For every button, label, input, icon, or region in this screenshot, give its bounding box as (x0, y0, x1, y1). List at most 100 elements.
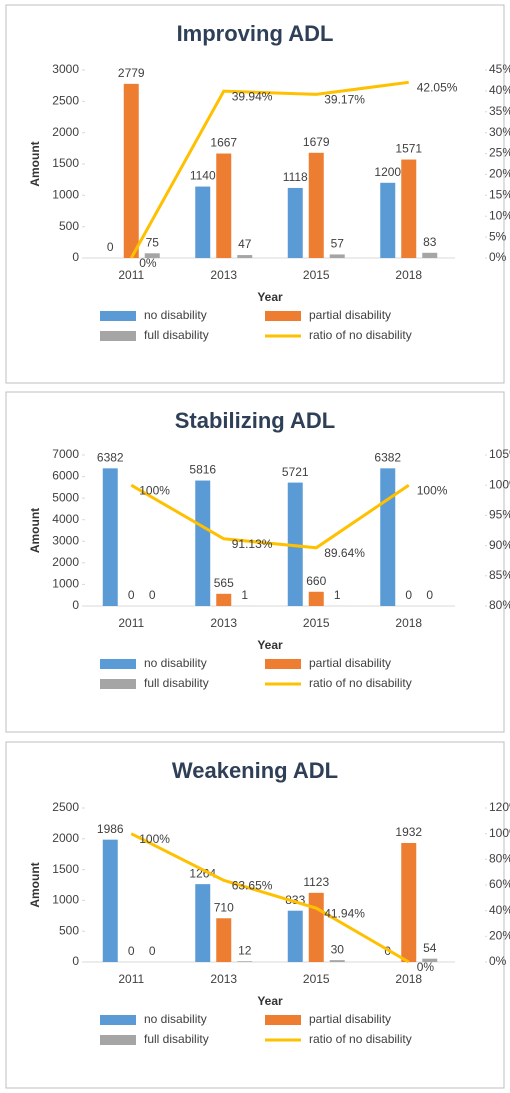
data-label: 30 (331, 942, 345, 956)
bar (380, 182, 396, 258)
data-label: 1 (334, 588, 341, 602)
y2-tick-label: 95% (489, 508, 510, 522)
x-tick-label: 2011 (118, 616, 144, 630)
data-label: 0 (107, 240, 114, 254)
legend-label: no disability (144, 1012, 207, 1026)
data-label: 0 (128, 588, 135, 602)
bar (401, 159, 417, 258)
line-label: 100% (139, 832, 170, 846)
data-label: 0 (149, 588, 156, 602)
data-label: 1667 (210, 136, 237, 150)
legend-label: full disability (144, 1032, 209, 1046)
data-label: 660 (306, 574, 326, 588)
y-tick-label: 2000 (52, 555, 79, 569)
y2-tick-label: 0% (489, 250, 507, 264)
y-tick-label: 3000 (52, 533, 79, 547)
y-tick-label: 500 (59, 219, 79, 233)
x-tick-label: 2018 (395, 972, 422, 986)
y-tick-label: 1000 (52, 893, 79, 907)
y-axis-label: Amount (28, 862, 42, 907)
line-label: 0% (139, 256, 157, 270)
x-tick-label: 2018 (395, 268, 422, 282)
data-label: 5721 (282, 465, 309, 479)
bar (195, 884, 211, 962)
y-tick-label: 4000 (52, 512, 79, 526)
bar (102, 839, 118, 962)
ratio-line (130, 483, 410, 550)
legend-label: partial disability (309, 656, 391, 670)
bar (144, 253, 160, 258)
data-label: 710 (214, 900, 234, 914)
y2-tick-label: 100% (489, 826, 510, 840)
data-label: 1264 (189, 866, 216, 880)
line-label: 39.94% (232, 89, 273, 103)
bar (308, 591, 324, 606)
y-tick-label: 0 (72, 598, 79, 612)
data-label: 1986 (97, 822, 124, 836)
y2-tick-label: 5% (489, 229, 507, 243)
bar (422, 958, 438, 962)
legend-swatch (100, 679, 136, 689)
data-label: 1 (241, 588, 248, 602)
legend-label: partial disability (309, 308, 391, 322)
bar (195, 186, 211, 258)
bar (308, 892, 324, 962)
bar (237, 255, 253, 258)
bar (216, 153, 232, 258)
line-label: 63.65% (232, 878, 273, 892)
bar (216, 918, 232, 962)
ratio-line (129, 80, 409, 259)
legend-swatch (100, 331, 136, 341)
data-label: 0 (149, 944, 156, 958)
bar (329, 254, 345, 258)
data-label: 0 (426, 588, 433, 602)
bar (195, 480, 211, 606)
line-label: 41.94% (324, 906, 365, 920)
y2-tick-label: 120% (489, 800, 510, 814)
y-axis-label: Amount (28, 508, 42, 553)
legend-swatch (265, 1015, 301, 1025)
line-label: 89.64% (324, 546, 365, 560)
y-tick-label: 5000 (52, 490, 79, 504)
data-label: 6382 (374, 451, 401, 465)
line-label: 91.13% (232, 537, 273, 551)
y2-tick-label: 100% (489, 477, 510, 491)
legend-label: full disability (144, 676, 209, 690)
y2-tick-label: 85% (489, 568, 510, 582)
bar (329, 960, 345, 962)
data-label: 1571 (395, 142, 422, 156)
y2-tick-label: 80% (489, 852, 510, 866)
chart-title: Improving ADL (177, 21, 334, 46)
data-label: 57 (331, 237, 345, 251)
y-tick-label: 1500 (52, 862, 79, 876)
x-tick-label: 2015 (303, 972, 330, 986)
y-tick-label: 2500 (52, 800, 79, 814)
y2-tick-label: 35% (489, 104, 510, 118)
y-tick-label: 3000 (52, 62, 79, 76)
legend-label: ratio of no disability (309, 676, 412, 690)
legend-swatch (100, 659, 136, 669)
y-tick-label: 1000 (52, 188, 79, 202)
panel (5, 391, 505, 733)
x-axis-label: Year (257, 638, 283, 652)
ratio-line (130, 832, 410, 964)
legend-swatch (100, 311, 136, 321)
y2-tick-label: 30% (489, 125, 510, 139)
bar (401, 842, 417, 962)
data-label: 47 (238, 237, 252, 251)
y2-tick-label: 10% (489, 208, 510, 222)
x-tick-label: 2011 (118, 268, 144, 282)
line-label: 42.05% (417, 80, 458, 94)
y2-tick-label: 40% (489, 903, 510, 917)
x-tick-label: 2015 (303, 616, 330, 630)
bar (102, 468, 118, 606)
legend-label: ratio of no disability (309, 328, 412, 342)
bar (287, 910, 303, 962)
chart-title: Stabilizing ADL (175, 408, 336, 433)
data-label: 5816 (189, 463, 216, 477)
y2-tick-label: 20% (489, 167, 510, 181)
y-axis-label: Amount (28, 141, 42, 186)
data-label: 565 (214, 576, 234, 590)
y2-tick-label: 45% (489, 62, 510, 76)
legend-label: ratio of no disability (309, 1032, 412, 1046)
